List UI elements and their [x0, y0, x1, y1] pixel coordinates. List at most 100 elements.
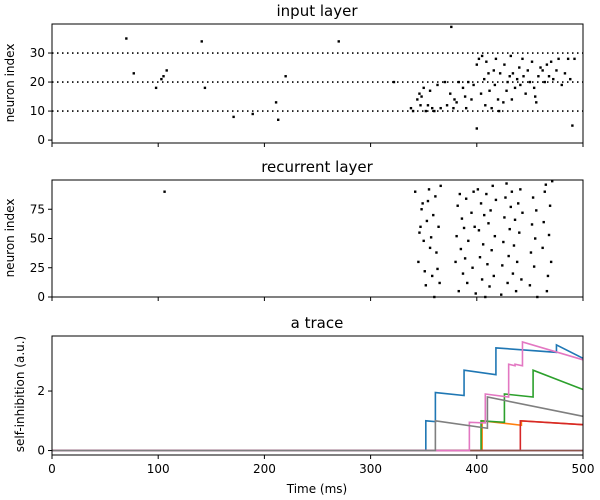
spike-point — [491, 184, 494, 188]
spike-point — [449, 92, 452, 95]
spike-point — [433, 109, 436, 113]
spike-point — [162, 75, 165, 78]
spike-point — [519, 188, 522, 191]
spike-point — [505, 89, 508, 92]
spike-point — [464, 106, 468, 110]
spike-point — [132, 72, 135, 75]
spike-point — [277, 118, 280, 121]
spike-point — [417, 260, 420, 264]
spike-point — [457, 80, 460, 84]
spike-point — [534, 95, 537, 98]
spike-point — [532, 86, 536, 90]
spike-point — [526, 69, 529, 72]
y-tick-label: 0 — [37, 133, 45, 147]
spike-point — [251, 112, 254, 116]
panel1-ylabel: neuron index — [3, 44, 17, 123]
spike-point — [445, 104, 449, 107]
spike-point — [503, 63, 506, 66]
spike-point — [337, 40, 340, 43]
spike-point — [566, 57, 570, 61]
spike-point — [541, 69, 544, 72]
spike-point — [160, 77, 163, 81]
spike-point — [472, 83, 475, 87]
spike-point — [473, 225, 476, 228]
spike-point — [439, 106, 442, 110]
spike-point — [480, 278, 484, 281]
spike-point — [422, 86, 425, 90]
spike-point — [463, 95, 467, 98]
spike-point — [431, 106, 434, 110]
spike-point — [477, 57, 481, 61]
y-tick-label: 50 — [30, 232, 45, 246]
spike-point — [472, 190, 475, 193]
spike-point — [478, 256, 482, 259]
spike-point — [428, 246, 432, 250]
spike-point — [511, 72, 515, 75]
spike-point — [503, 216, 506, 219]
spike-point — [549, 60, 553, 63]
y-tick-label: 25 — [30, 261, 45, 275]
spike-point — [421, 202, 424, 205]
spike-point — [490, 106, 493, 110]
spike-point — [514, 289, 518, 293]
spike-point — [518, 66, 521, 69]
spike-point — [521, 57, 524, 61]
spike-point — [515, 77, 519, 81]
y-tick-label: 2 — [37, 384, 45, 398]
spike-point — [203, 86, 207, 90]
spike-point — [474, 292, 477, 295]
spike-point — [535, 209, 538, 212]
spike-point — [518, 231, 521, 234]
spike-point — [420, 208, 423, 211]
spike-point — [470, 211, 473, 214]
trace-line — [52, 343, 584, 452]
spike-point — [154, 86, 158, 90]
trace-line — [52, 419, 584, 452]
spike-point — [461, 86, 465, 90]
spike-point — [480, 54, 484, 58]
spike-point — [434, 195, 437, 198]
axes-frame — [51, 335, 584, 456]
spike-point — [460, 217, 464, 220]
spike-point — [165, 69, 168, 72]
spike-point — [545, 289, 549, 293]
spike-point — [493, 234, 497, 238]
spike-point — [457, 289, 460, 293]
spike-point — [431, 274, 434, 278]
x-tick-label: 300 — [359, 462, 382, 476]
spike-point — [548, 204, 552, 207]
spike-point — [546, 274, 550, 278]
panel3-xlabel: Time (ms) — [286, 482, 348, 496]
spike-point — [475, 63, 478, 66]
trace-line — [52, 369, 584, 452]
panel2-plot: 0 25 50 75 — [30, 179, 584, 304]
spike-point — [549, 260, 553, 264]
spike-point — [563, 72, 567, 75]
spike-point — [490, 249, 493, 252]
spike-point — [455, 101, 458, 104]
spike-point — [512, 244, 516, 247]
spike-point — [432, 213, 435, 217]
spike-point — [537, 75, 540, 78]
spike-point — [456, 204, 459, 207]
trace-line — [52, 396, 584, 452]
spike-point — [443, 80, 447, 84]
spike-point — [541, 246, 544, 250]
spike-point — [505, 182, 508, 185]
spike-point — [476, 188, 480, 191]
spike-point — [522, 75, 525, 78]
spike-point — [439, 184, 442, 188]
spike-point — [450, 25, 453, 29]
axes-frame — [51, 179, 584, 298]
panel2-title: recurrent layer — [261, 158, 373, 176]
spike-point — [437, 225, 440, 228]
x-tick-label: 400 — [465, 462, 488, 476]
spike-point — [479, 202, 483, 205]
spike-point — [458, 192, 462, 196]
spike-point — [500, 293, 503, 296]
spike-point — [502, 101, 505, 104]
spike-point — [427, 188, 431, 191]
spike-point — [479, 92, 483, 95]
spike-point — [509, 54, 512, 58]
spike-point — [510, 98, 514, 101]
